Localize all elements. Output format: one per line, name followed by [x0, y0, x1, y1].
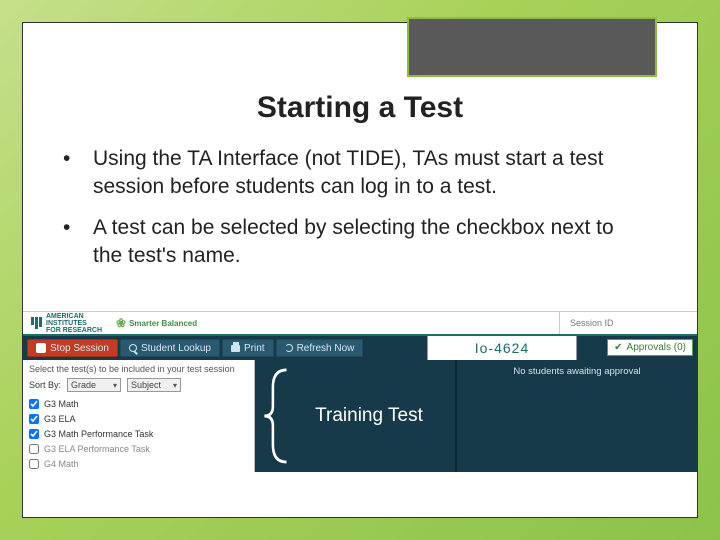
session-id-label: Session ID	[570, 318, 614, 328]
stop-session-button[interactable]: Stop Session	[27, 339, 118, 357]
refresh-icon	[285, 344, 293, 352]
print-label: Print	[244, 343, 265, 354]
air-logo-text: AMERICAN INSTITUTES FOR RESEARCH	[46, 313, 102, 334]
selection-hint: Select the test(s) to be included in you…	[29, 364, 248, 374]
approvals-label: Approvals (0)	[627, 342, 686, 353]
bullet-item: • A test can be selected by selecting th…	[63, 214, 647, 271]
bullet-text: Using the TA Interface (not TIDE), TAs m…	[93, 145, 647, 202]
print-icon	[231, 345, 240, 352]
logo-bar: AMERICAN INSTITUTES FOR RESEARCH Smarter…	[23, 312, 697, 336]
print-button[interactable]: Print	[222, 339, 274, 357]
slide-frame: Starting a Test • Using the TA Interface…	[22, 22, 698, 518]
air-logo: AMERICAN INSTITUTES FOR RESEARCH	[31, 313, 102, 334]
lookup-icon	[129, 344, 137, 352]
toolbar: Stop Session Student Lookup Print Refres…	[23, 336, 697, 360]
test-row: G3 Math	[29, 396, 248, 411]
test-row: G3 Math Performance Task	[29, 426, 248, 441]
sort-subject-select[interactable]: Subject	[127, 378, 181, 392]
session-id-box: Session ID	[559, 312, 689, 334]
screenshot-region: AMERICAN INSTITUTES FOR RESEARCH Smarter…	[23, 311, 697, 471]
test-list: G3 Math G3 ELA G3 Math Performance Task …	[29, 396, 248, 471]
refresh-label: Refresh Now	[297, 343, 355, 354]
bullet-item: • Using the TA Interface (not TIDE), TAs…	[63, 145, 647, 202]
approval-status-pane: No students awaiting approval	[455, 360, 697, 472]
test-label: G4 Math	[44, 459, 79, 469]
corner-accent-box	[407, 17, 657, 77]
lower-region: Select the test(s) to be included in you…	[23, 360, 697, 472]
test-label: G3 Math	[44, 399, 79, 409]
air-logo-icon	[31, 317, 42, 329]
bullet-dot: •	[63, 145, 93, 202]
refresh-button[interactable]: Refresh Now	[276, 339, 364, 357]
student-lookup-label: Student Lookup	[141, 343, 211, 354]
test-checkbox[interactable]	[29, 414, 39, 424]
sort-grade-select[interactable]: Grade	[67, 378, 121, 392]
test-label: G3 ELA	[44, 414, 76, 424]
test-checkbox[interactable]	[29, 459, 39, 469]
bullet-dot: •	[63, 214, 93, 271]
test-selection-pane: Select the test(s) to be included in you…	[23, 360, 255, 472]
test-label: G3 Math Performance Task	[44, 429, 153, 439]
test-checkbox[interactable]	[29, 429, 39, 439]
test-checkbox[interactable]	[29, 399, 39, 409]
test-label: G3 ELA Performance Task	[44, 444, 150, 454]
approvals-button[interactable]: Approvals (0)	[607, 339, 693, 356]
stop-session-label: Stop Session	[50, 343, 109, 354]
brace-icon	[261, 368, 295, 464]
test-checkbox[interactable]	[29, 444, 39, 454]
sort-row: Sort By: Grade Subject	[29, 378, 248, 392]
student-lookup-button[interactable]: Student Lookup	[120, 339, 220, 357]
test-row: G3 ELA	[29, 411, 248, 426]
bullet-text: A test can be selected by selecting the …	[93, 214, 647, 271]
bullet-list: • Using the TA Interface (not TIDE), TAs…	[23, 145, 697, 270]
session-id-value: Io-4624	[427, 336, 577, 360]
approval-status-text: No students awaiting approval	[513, 366, 640, 377]
callout-label: Training Test	[315, 405, 423, 427]
test-row: G3 ELA Performance Task	[29, 441, 248, 456]
callout-pane: Training Test	[255, 360, 455, 472]
sort-label: Sort By:	[29, 380, 61, 390]
slide-title: Starting a Test	[23, 91, 697, 125]
stop-icon	[36, 343, 46, 353]
smarter-balanced-logo: Smarter Balanced	[116, 316, 197, 330]
test-row: G4 Math	[29, 456, 248, 471]
